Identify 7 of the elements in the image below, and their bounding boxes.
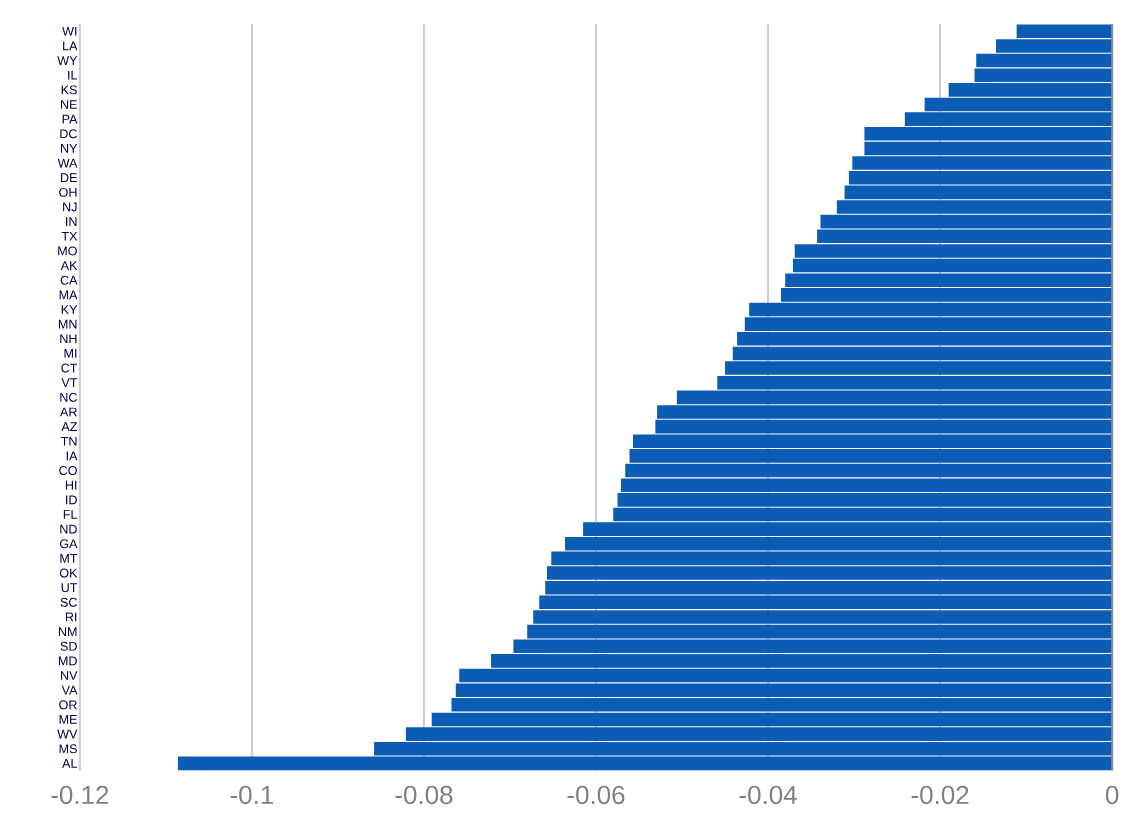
x-tick-label: -0.02 [911,785,969,804]
x-tick-label: -0.12 [51,785,109,804]
x-tick-label: 0 [1105,785,1119,804]
x-tick-label: -0.06 [567,785,625,804]
x-tick-label: -0.1 [230,785,274,804]
x-tick-label: -0.08 [395,785,453,804]
x-tick-label: -0.04 [739,785,797,804]
